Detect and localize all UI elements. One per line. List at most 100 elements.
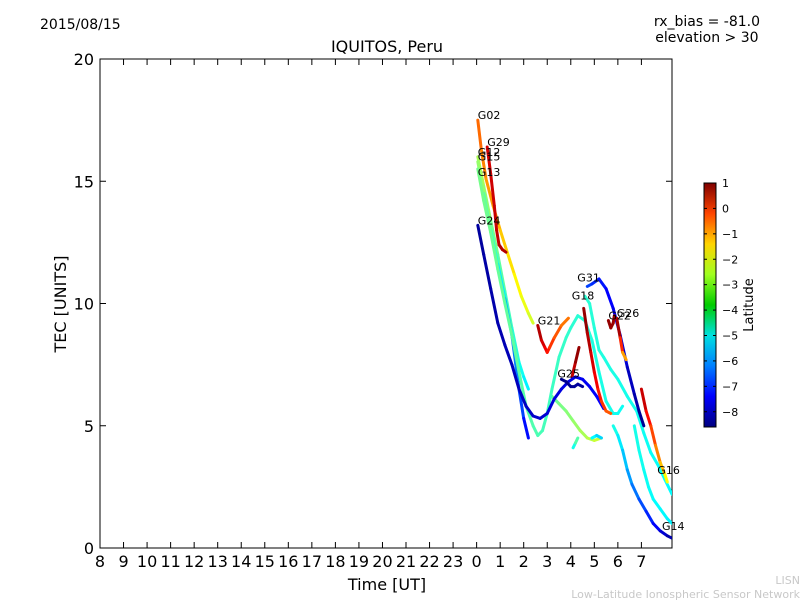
trace-segment (522, 375, 530, 391)
trace-segment (559, 316, 570, 327)
chart-title: IQUITOS, Peru (331, 37, 443, 56)
colorbar-tick-label: −4 (722, 304, 738, 317)
x-tick-label: 19 (349, 552, 369, 571)
trace-g22 (606, 314, 616, 330)
trace-segment (496, 321, 507, 347)
x-tick-label: 8 (95, 552, 105, 571)
x-tick-label: 4 (566, 552, 576, 571)
x-tick-label: 3 (542, 552, 552, 571)
trace-segment (642, 431, 653, 455)
trace-segment (618, 336, 625, 354)
x-axis: 8 9 10 11 12 13 14 15 16 17 18 19 20 21 22 23 0 1 2 3 4 5 6 7 (95, 59, 646, 571)
trace-segment (649, 451, 660, 467)
trace-segment (510, 333, 521, 374)
trace-segment (621, 448, 629, 472)
trace-segment (496, 267, 507, 305)
trace-segment (489, 172, 496, 208)
trace-segment (512, 272, 523, 298)
trace-segment (642, 468, 650, 489)
trace-segment (505, 250, 516, 276)
trace-segment (557, 336, 568, 359)
colorbar-tick-label: −7 (722, 380, 738, 393)
x-tick-label: 13 (208, 552, 228, 571)
trace-segment (482, 199, 493, 235)
trace-segment (611, 424, 620, 437)
colorbar-label: Latitude (742, 278, 757, 332)
trace-unlabeled (571, 436, 580, 450)
satellite-label-g21: G21 (538, 315, 561, 328)
trace-segment (519, 294, 530, 315)
trace-g21 (536, 316, 570, 354)
trace-segment (592, 370, 600, 391)
trace-segment (557, 402, 568, 413)
y-tick-label: 0 (84, 539, 94, 558)
trace-segment (588, 302, 596, 330)
trace-segment (536, 324, 543, 342)
trace-segment (495, 228, 501, 247)
colorbar-ticks: 1 0 −1 −2 −3 −4 −5 −6 −7 −8 (704, 177, 738, 419)
trace-segment (524, 404, 535, 418)
trace-segment (625, 394, 639, 413)
date-label: 2015/08/15 (40, 17, 121, 33)
trace-segment (592, 326, 601, 352)
x-tick-label: 21 (396, 552, 416, 571)
satellite-label-g22: G22 (608, 310, 631, 323)
y-tick-label: 20 (74, 50, 94, 69)
trace-segment (632, 392, 641, 413)
x-tick-label: 11 (160, 552, 180, 571)
trace-segment (492, 204, 499, 232)
trace-segment (637, 497, 648, 513)
colorbar-tick-label: −2 (722, 253, 738, 266)
satellite-label-g16: G16 (657, 464, 680, 477)
trace-segment (574, 346, 581, 364)
trace-segment (526, 311, 535, 325)
trace-g18 (582, 306, 613, 415)
x-tick-label: 15 (255, 552, 275, 571)
trace-segment (569, 314, 580, 330)
trace-segment (596, 387, 603, 403)
satellite-label-g12: G12 (478, 146, 501, 159)
x-tick-label: 5 (589, 552, 599, 571)
trace-segment (531, 424, 540, 437)
trace-segment (482, 253, 493, 291)
x-tick-label: 23 (443, 552, 463, 571)
trace-segment (658, 507, 669, 521)
trace-segment (604, 399, 615, 415)
trace-segment (489, 287, 500, 325)
trace-g26 (615, 316, 628, 362)
trace-segment (604, 409, 613, 415)
trace-segment (585, 331, 593, 354)
plot-frame (99, 58, 673, 549)
elevation-label: elevation > 30 (655, 30, 759, 46)
trace-segment (582, 306, 589, 335)
trace-segment (550, 355, 561, 391)
x-tick-label: 1 (495, 552, 505, 571)
trace-segment (541, 412, 549, 433)
trace-segment (545, 397, 556, 415)
trace-g29 (485, 145, 508, 254)
trace-unlabeled (632, 424, 672, 525)
trace-segment (576, 382, 585, 389)
x-tick-label: 2 (519, 552, 529, 571)
trace-segment (517, 360, 526, 379)
x-tick-label: 14 (231, 552, 251, 571)
trace-segment (517, 387, 528, 408)
satellite-label-g13: G13 (478, 166, 501, 179)
x-tick-label: 16 (278, 552, 298, 571)
colorbar-tick-label: −1 (722, 228, 738, 241)
satellite-label-g25: G25 (557, 367, 580, 380)
receiver-info: rx_bias = -81.0 elevation > 30 (654, 14, 760, 46)
trace-segment (647, 485, 655, 501)
trace-segment (616, 404, 625, 415)
credit-network: Low-Latitude Ionospheric Sensor Network (571, 588, 800, 601)
trace-g13 (476, 167, 625, 437)
trace-segment (637, 409, 646, 428)
satellite-label-g24: G24 (478, 214, 501, 227)
trace-segment (599, 399, 608, 413)
rx-bias-label: rx_bias = -81.0 (653, 14, 760, 30)
credit-lisn: LISN (775, 574, 800, 587)
satellite-label-g29: G29 (487, 136, 510, 149)
x-tick-label: 22 (419, 552, 439, 571)
trace-segment (604, 287, 615, 310)
trace-segment (476, 167, 486, 203)
